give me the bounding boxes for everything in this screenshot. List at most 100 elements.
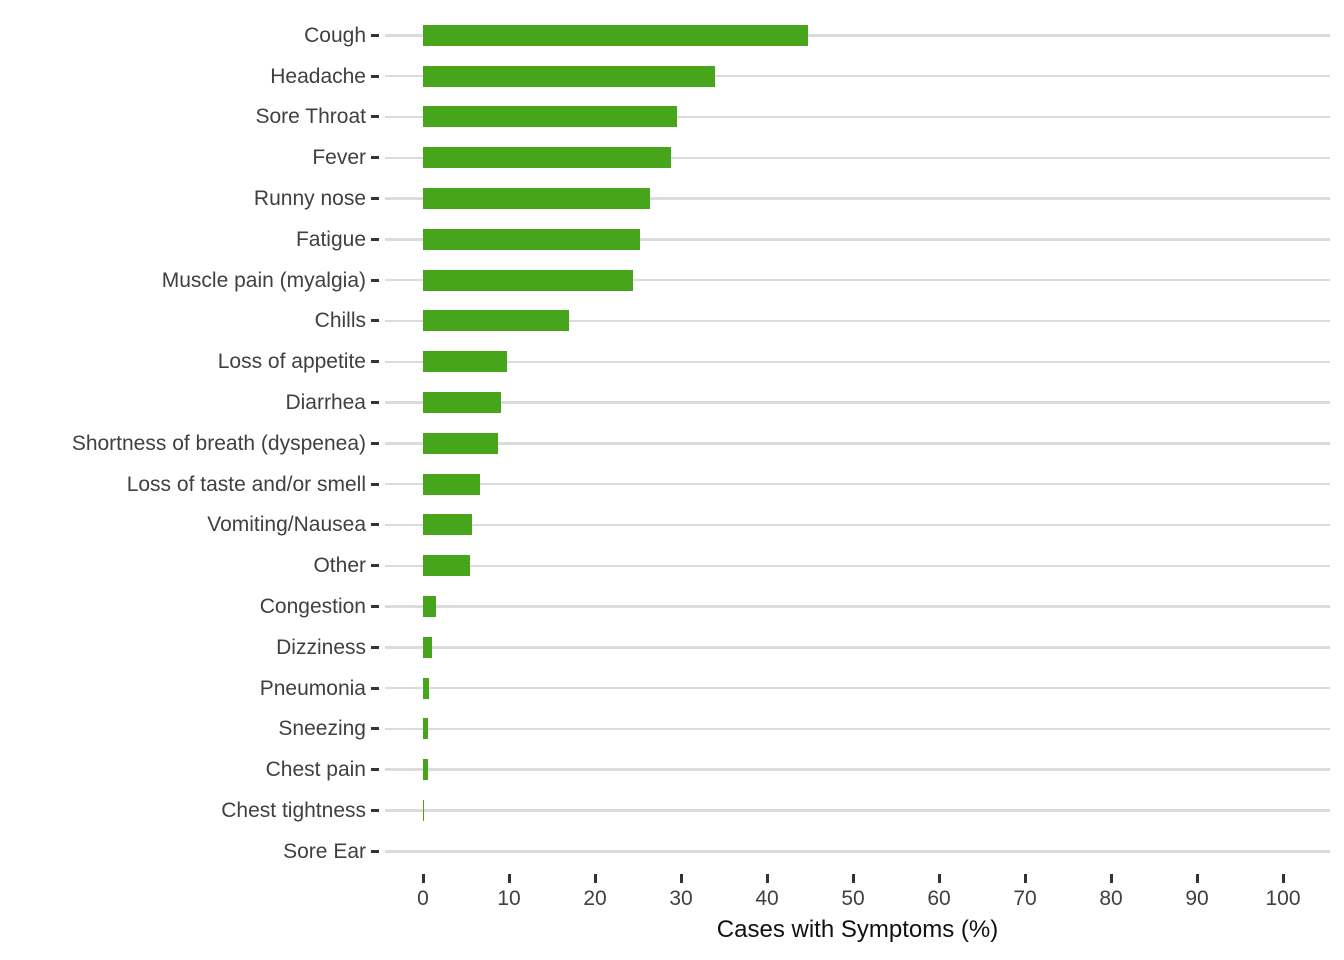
bar (423, 24, 809, 46)
row-panel (385, 627, 1344, 668)
row-panel (385, 15, 1344, 56)
x-tick-label: 50 (841, 887, 865, 910)
y-axis-label: Loss of taste and/or smell (126, 472, 366, 496)
x-tick-mark (765, 874, 769, 883)
y-tick-mark (371, 360, 379, 364)
category-row: Chest tightness (0, 790, 1344, 831)
row-panel (385, 137, 1344, 178)
bar (423, 188, 651, 210)
y-axis-label: Other (313, 554, 366, 578)
y-axis-label: Chills (314, 309, 366, 333)
category-row: Loss of appetite (0, 341, 1344, 382)
x-tick-label: 100 (1265, 887, 1301, 910)
row-panel (385, 97, 1344, 138)
bar (423, 718, 428, 740)
y-tick-mark (371, 441, 379, 445)
x-tick-label: 90 (1185, 887, 1209, 910)
x-tick-mark (1281, 874, 1285, 883)
row-panel (385, 505, 1344, 546)
row-panel (385, 464, 1344, 505)
category-row: Shortness of breath (dyspenea) (0, 423, 1344, 464)
category-row: Pneumonia (0, 668, 1344, 709)
x-tick-mark (1195, 874, 1199, 883)
x-tick-label: 70 (1013, 887, 1037, 910)
bar (423, 269, 633, 291)
y-axis-label: Muscle pain (myalgia) (161, 268, 366, 292)
category-row: Vomiting/Nausea (0, 505, 1344, 546)
y-tick-mark (371, 768, 379, 772)
x-tick-label: 0 (417, 887, 429, 910)
bar (423, 392, 502, 414)
category-row: Headache (0, 56, 1344, 97)
y-axis-label: Dizziness (276, 635, 366, 659)
y-axis-label: Sore Ear (283, 839, 366, 863)
gridline (385, 156, 1330, 160)
gridline (385, 646, 1330, 649)
y-axis-label: Pneumonia (259, 676, 366, 700)
category-row: Sneezing (0, 709, 1344, 750)
y-tick-mark (371, 197, 379, 201)
y-tick-mark (371, 401, 379, 405)
y-axis-label: Shortness of breath (dyspenea) (71, 431, 366, 455)
y-axis-label: Chest pain (265, 758, 366, 782)
gridline (385, 564, 1330, 567)
row-panel (385, 178, 1344, 219)
gridline (385, 523, 1330, 527)
y-axis-label: Runny nose (253, 187, 366, 211)
x-tick-label: 10 (497, 887, 521, 910)
category-row: Muscle pain (myalgia) (0, 260, 1344, 301)
y-axis-label: Sneezing (278, 717, 366, 741)
gridline (385, 74, 1330, 78)
row-panel (385, 56, 1344, 97)
bar (423, 106, 677, 128)
row-panel (385, 709, 1344, 750)
gridline (385, 319, 1330, 323)
x-axis-title: Cases with Symptoms (%) (716, 916, 999, 943)
bar (423, 351, 508, 373)
gridline (385, 238, 1330, 241)
gridline (385, 278, 1330, 282)
bar (423, 596, 436, 618)
y-axis-label: Fever (312, 146, 366, 170)
y-axis-label: Fatigue (295, 227, 366, 251)
x-tick-mark (1023, 874, 1027, 883)
gridline (385, 197, 1330, 200)
category-row: Dizziness (0, 627, 1344, 668)
y-tick-mark (371, 605, 379, 609)
row-panel (385, 586, 1344, 627)
x-tick-mark (421, 874, 425, 883)
y-axis-label: Loss of appetite (217, 350, 366, 374)
y-tick-mark (371, 237, 379, 241)
y-tick-mark (371, 686, 379, 690)
y-tick-mark (371, 156, 379, 160)
y-axis-label: Chest tightness (221, 799, 366, 823)
gridline (385, 605, 1330, 608)
bar (423, 228, 640, 250)
gridline (385, 686, 1330, 690)
bar (423, 555, 471, 577)
x-tick-mark (593, 874, 597, 883)
row-panel (385, 790, 1344, 831)
x-tick-label: 30 (669, 887, 693, 910)
y-axis-label: Vomiting/Nausea (207, 513, 366, 537)
y-tick-mark (371, 523, 379, 527)
bar (423, 800, 424, 822)
bar (423, 677, 430, 699)
row-panel (385, 545, 1344, 586)
category-row: Other (0, 545, 1344, 586)
category-row: Chest pain (0, 749, 1344, 790)
gridline (385, 442, 1330, 445)
y-tick-mark (371, 849, 379, 853)
gridline (385, 360, 1330, 364)
y-tick-mark (371, 74, 379, 78)
x-tick-label: 80 (1099, 887, 1123, 910)
bar (423, 310, 570, 332)
y-tick-mark (371, 33, 379, 37)
bar (423, 514, 473, 536)
bar (423, 65, 715, 87)
y-axis-label: Diarrhea (285, 391, 366, 415)
bar (423, 473, 480, 495)
x-tick-mark (937, 874, 941, 883)
category-row: Loss of taste and/or smell (0, 464, 1344, 505)
y-axis-label: Headache (270, 64, 366, 88)
